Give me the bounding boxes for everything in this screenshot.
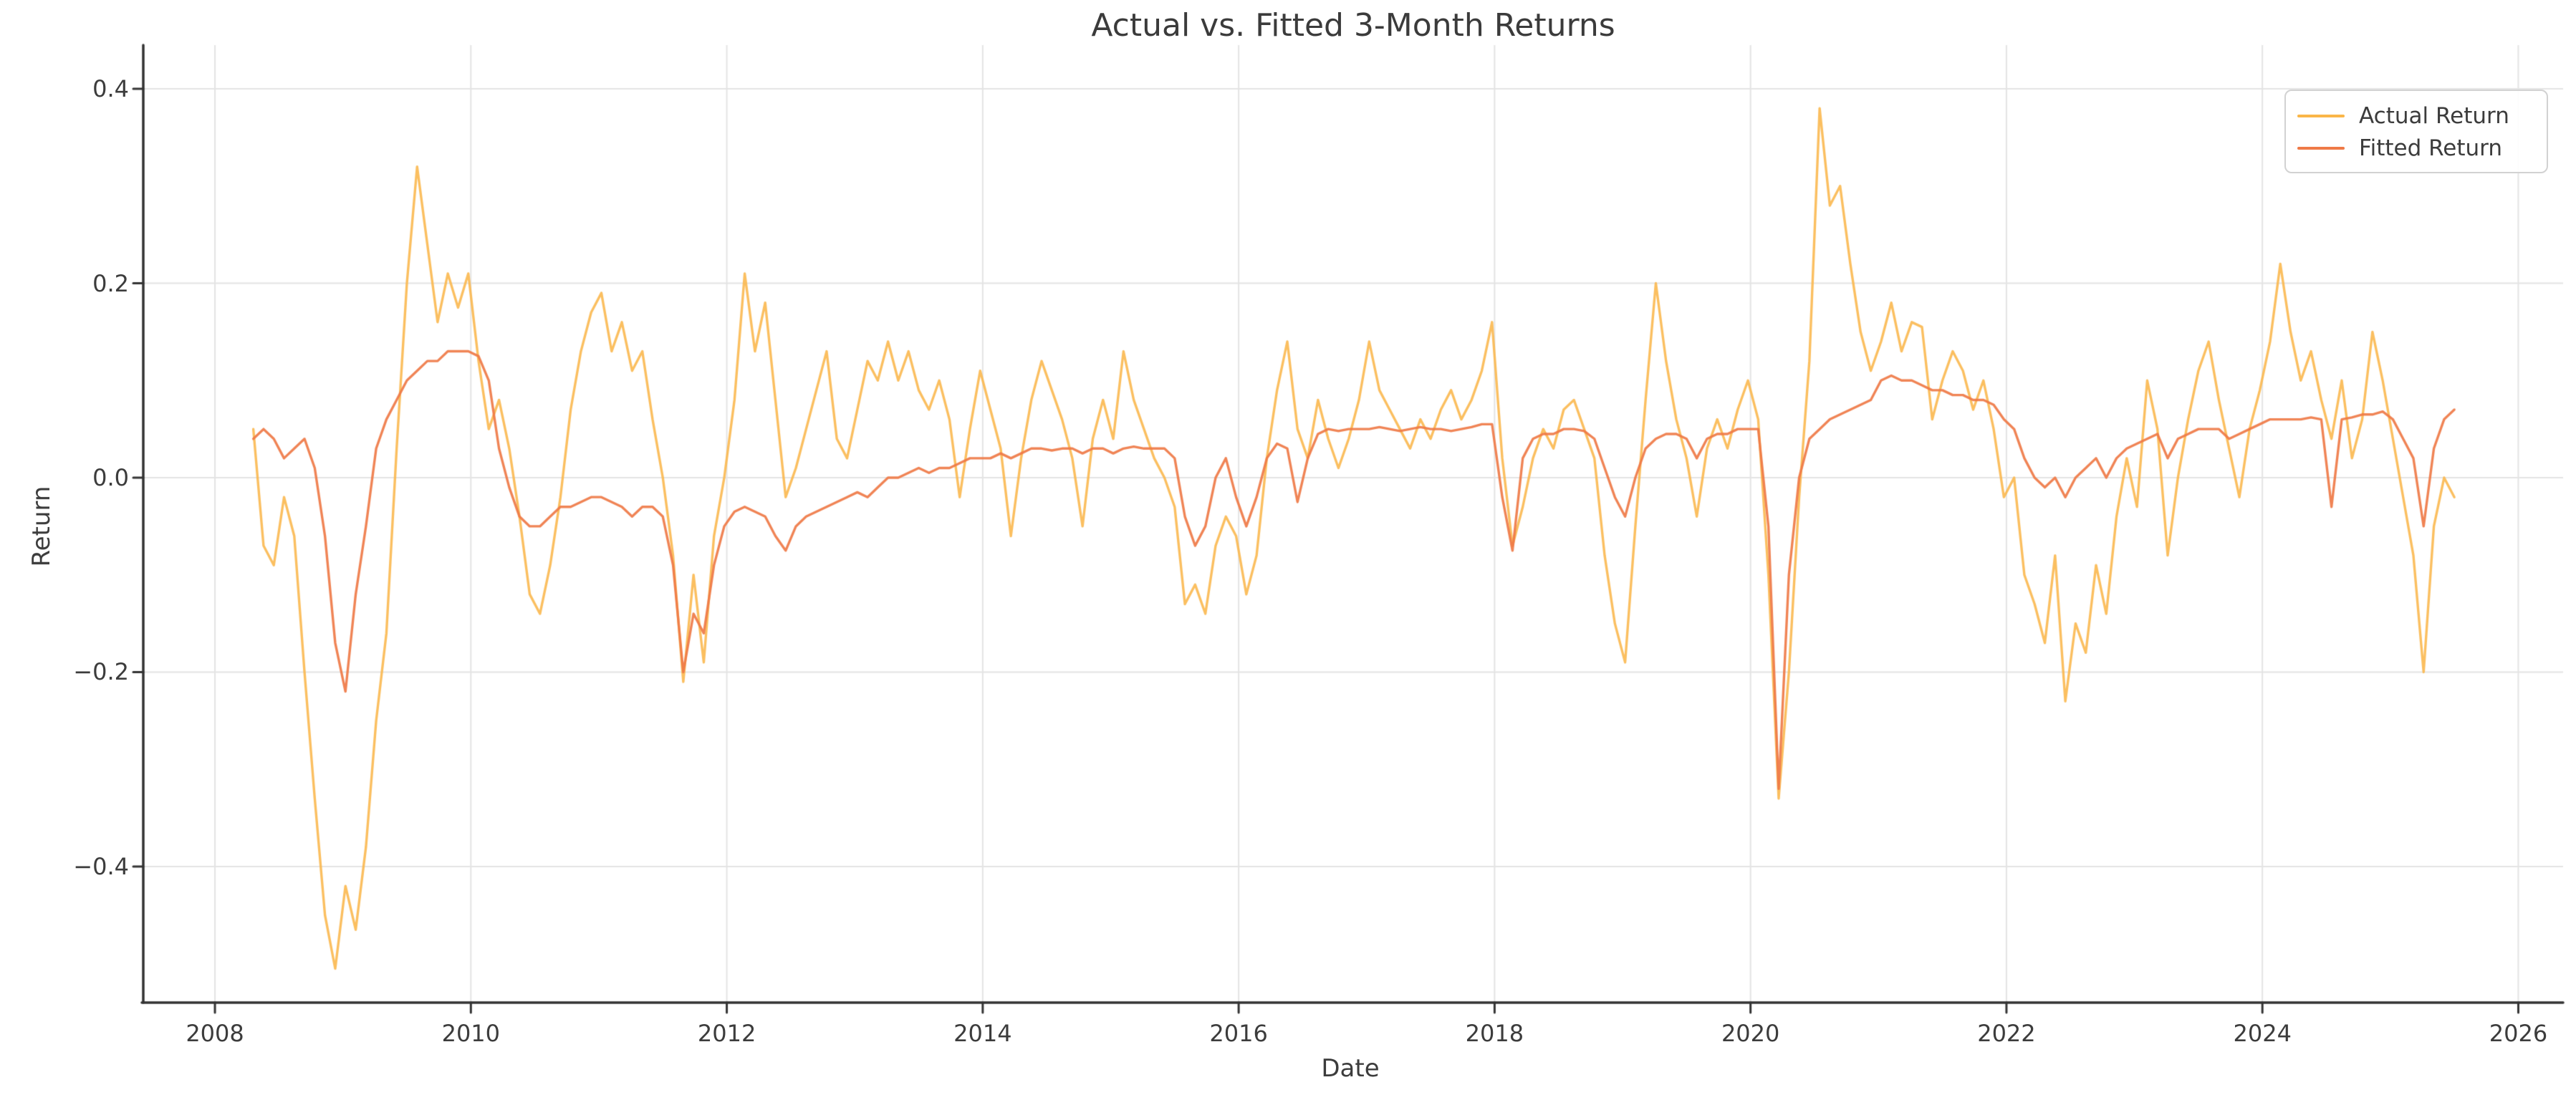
y-tick-label: 0.4 bbox=[92, 75, 129, 103]
x-tick-label: 2026 bbox=[2489, 1020, 2548, 1047]
legend-label-actual: Actual Return bbox=[2359, 102, 2509, 129]
actual-return-line-swatch bbox=[2297, 114, 2345, 117]
x-tick-label: 2018 bbox=[1465, 1020, 1524, 1047]
y-tick-label: −0.2 bbox=[73, 658, 129, 686]
y-tick-label: 0.2 bbox=[92, 269, 129, 297]
x-axis-label: Date bbox=[1321, 1054, 1380, 1083]
legend-item-actual: Actual Return bbox=[2297, 103, 2534, 129]
x-tick-label: 2020 bbox=[1721, 1020, 1780, 1047]
x-tick-label: 2022 bbox=[1977, 1020, 2036, 1047]
legend-item-fitted: Fitted Return bbox=[2297, 135, 2534, 161]
x-tick-label: 2012 bbox=[697, 1020, 756, 1047]
x-tick-label: 2016 bbox=[1209, 1020, 1268, 1047]
x-tick-label: 2008 bbox=[186, 1020, 244, 1047]
x-tick-label: 2010 bbox=[441, 1020, 501, 1047]
x-tick-label: 2024 bbox=[2233, 1020, 2292, 1047]
y-axis-label: Return bbox=[27, 486, 56, 567]
fitted-return-line-swatch bbox=[2297, 147, 2345, 150]
legend: Actual Return Fitted Return bbox=[2284, 90, 2548, 173]
x-tick-label: 2014 bbox=[953, 1020, 1012, 1047]
y-tick-label: 0.0 bbox=[92, 464, 129, 492]
y-tick-label: −0.4 bbox=[73, 852, 129, 880]
chart-title: Actual vs. Fitted 3-Month Returns bbox=[1091, 7, 1615, 44]
legend-label-fitted: Fitted Return bbox=[2359, 135, 2502, 162]
